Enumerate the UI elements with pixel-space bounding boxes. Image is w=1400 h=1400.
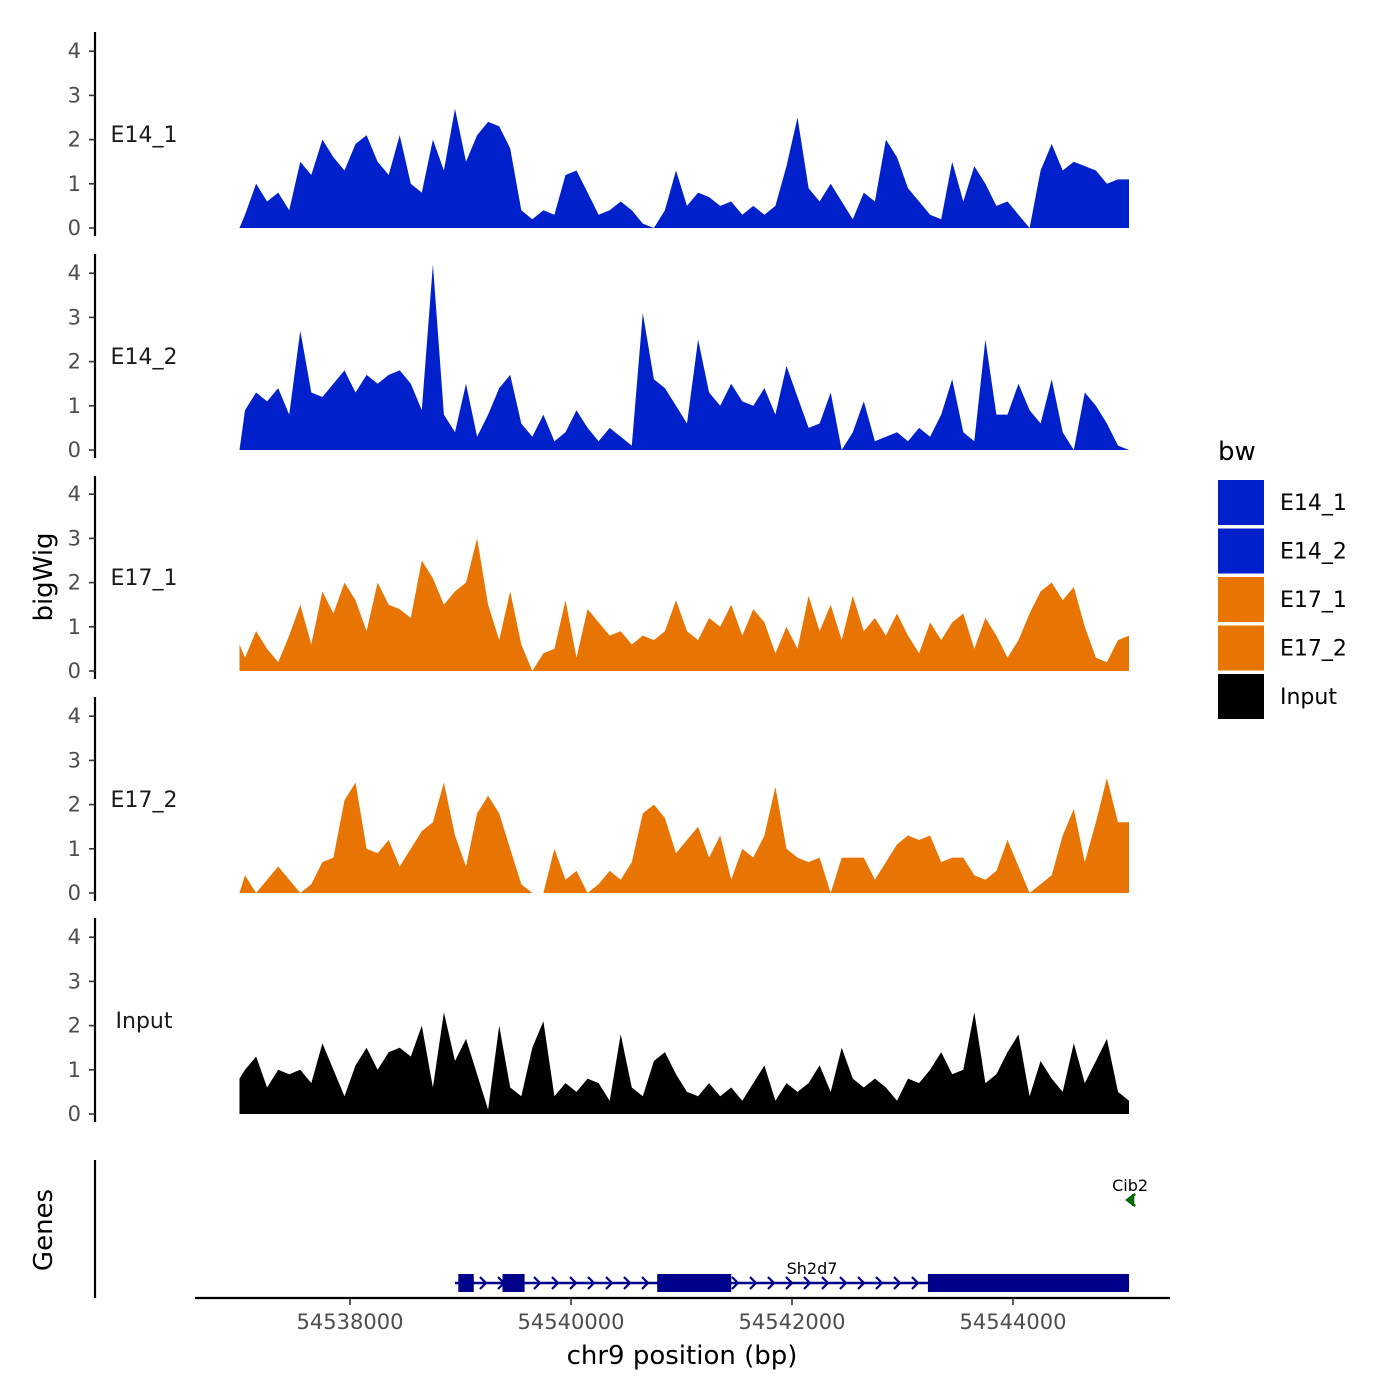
- strand-arrow: [731, 1276, 740, 1290]
- genes-panel: Sh2d7 Cib2: [93, 1160, 1148, 1298]
- y-tick-label: 2: [68, 1014, 81, 1038]
- y-tick-label: 0: [68, 1102, 81, 1126]
- y-tick-label: 2: [68, 350, 81, 374]
- gene-cib2: Cib2: [1112, 1176, 1148, 1207]
- y-tick-label: 2: [68, 571, 81, 595]
- y-tick-label: 2: [68, 793, 81, 817]
- strand-arrow: [785, 1276, 794, 1290]
- legend-title: bw: [1218, 437, 1256, 467]
- strand-arrow: [623, 1276, 632, 1290]
- track-label: E14_1: [111, 123, 178, 148]
- legend-label: E14_1: [1280, 491, 1347, 516]
- track-e14-2: 0 1 2 3 4 E14_2: [68, 254, 1129, 462]
- strand-arrow: [803, 1276, 812, 1290]
- strand-arrow: [605, 1276, 614, 1290]
- y-tick-label: 3: [68, 748, 81, 772]
- y-tick-label: 0: [68, 438, 81, 462]
- gene-exon: [927, 1274, 1130, 1292]
- y-tick-label: 3: [68, 969, 81, 993]
- track-label: E14_2: [111, 345, 178, 370]
- strand-arrow: [911, 1276, 920, 1290]
- legend-swatch: [1218, 577, 1264, 622]
- y-tick-label: 1: [68, 394, 81, 418]
- strand-arrow: [821, 1276, 830, 1290]
- strand-arrow: [749, 1276, 758, 1290]
- y-tick-label: 4: [68, 261, 81, 285]
- track-e17-1: 0 1 2 3 4 E17_1: [68, 476, 1129, 683]
- signal-area-e17-1: [239, 538, 1129, 671]
- x-tick-label: 54538000: [297, 1310, 404, 1334]
- y-tick-label: 3: [68, 305, 81, 329]
- track-input: 0 1 2 3 4 Input: [68, 918, 1129, 1126]
- legend-swatch: [1218, 674, 1264, 719]
- y-tick-label: 1: [68, 837, 81, 861]
- strand-arrow: [839, 1276, 848, 1290]
- legend: bw E14_1 E14_2 E17_1 E17_2 Input: [1218, 437, 1347, 719]
- legend-swatch: [1218, 480, 1264, 525]
- gene-exon: [458, 1274, 474, 1292]
- y-tick-label: 4: [68, 482, 81, 506]
- strand-arrow: [587, 1276, 596, 1290]
- strand-arrow: [641, 1276, 650, 1290]
- legend-label: Input: [1280, 685, 1337, 710]
- strand-arrow: [857, 1276, 866, 1290]
- signal-tracks: 0 1 2 3 4 E14_1 0 1 2 3 4 E14_2 0 1 2 3 4 E17_1 0 1 2 3 4 E17_2…: [68, 32, 1129, 1126]
- x-tick-label: 54540000: [518, 1310, 625, 1334]
- legend-label: E17_2: [1280, 637, 1347, 662]
- y-axis-title: bigWig: [29, 532, 59, 621]
- y-tick-label: 1: [68, 1058, 81, 1082]
- signal-area-e14-2: [239, 264, 1129, 450]
- strand-arrow: [479, 1276, 488, 1290]
- y-tick-label: 4: [68, 39, 81, 63]
- y-tick-label: 3: [68, 526, 81, 550]
- signal-area-input: [239, 1012, 1129, 1114]
- x-axis: 54538000 54540000 54542000 54544000: [195, 1296, 1170, 1334]
- strand-arrow: [569, 1276, 578, 1290]
- y-tick-label: 0: [68, 216, 81, 240]
- y-tick-label: 1: [68, 615, 81, 639]
- y-tick-label: 3: [68, 83, 81, 107]
- gene-sh2d7: Sh2d7: [454, 1259, 1130, 1292]
- y-tick-label: 2: [68, 128, 81, 152]
- track-label: E17_2: [111, 788, 178, 813]
- y-tick-label: 1: [68, 172, 81, 196]
- x-tick-label: 54542000: [739, 1310, 846, 1334]
- track-e17-2: 0 1 2 3 4 E17_2: [68, 697, 1129, 905]
- legend-swatch: [1218, 528, 1264, 574]
- y-tick-label: 4: [68, 704, 81, 728]
- signal-area-e17-2: [239, 778, 1129, 893]
- gene-label: Cib2: [1112, 1176, 1148, 1195]
- legend-swatch: [1218, 625, 1264, 671]
- genes-axis-title: Genes: [29, 1189, 59, 1271]
- track-label: E17_1: [111, 566, 178, 591]
- gene-exon: [502, 1274, 525, 1292]
- strand-arrow: [893, 1276, 902, 1290]
- y-tick-label: 0: [68, 659, 81, 683]
- x-axis-title: chr9 position (bp): [567, 1341, 798, 1371]
- gene-exon: [657, 1274, 732, 1292]
- y-tick-label: 0: [68, 881, 81, 905]
- strand-arrow: [875, 1276, 884, 1290]
- gene-label: Sh2d7: [787, 1259, 838, 1278]
- strand-arrow: [533, 1276, 542, 1290]
- track-e14-1: 0 1 2 3 4 E14_1: [68, 32, 1129, 240]
- y-tick-label: 4: [68, 925, 81, 949]
- legend-label: E14_2: [1280, 540, 1347, 565]
- strand-arrow: [767, 1276, 776, 1290]
- strand-arrow: [551, 1276, 560, 1290]
- track-label: Input: [116, 1009, 173, 1034]
- signal-area-e14-1: [239, 108, 1129, 228]
- legend-label: E17_1: [1280, 588, 1347, 613]
- x-tick-label: 54544000: [960, 1310, 1067, 1334]
